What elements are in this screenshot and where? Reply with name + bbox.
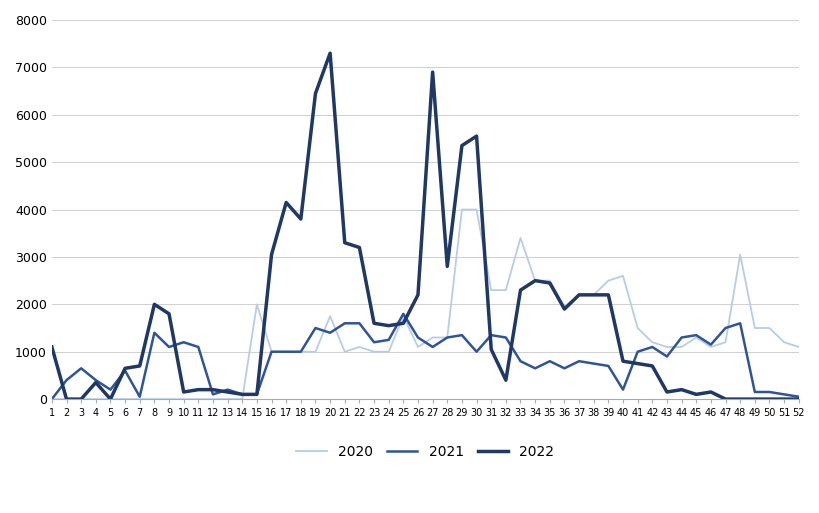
2022 (120, 365, 130, 371)
2021 (515, 358, 525, 364)
2022 (793, 396, 803, 402)
2021 (106, 387, 115, 393)
2021 (749, 389, 759, 395)
2020 (515, 235, 525, 241)
2022 (61, 396, 71, 402)
2022 (339, 240, 349, 246)
2020 (793, 344, 803, 350)
Line: 2022: 2022 (52, 53, 798, 399)
2020 (310, 349, 320, 355)
2021 (793, 393, 803, 400)
2022 (530, 278, 540, 284)
2021 (398, 311, 408, 317)
2020 (398, 313, 408, 319)
2020 (544, 278, 554, 284)
2022 (428, 69, 437, 75)
2020 (749, 325, 759, 331)
Line: 2020: 2020 (52, 209, 798, 399)
Legend: 2020, 2021, 2022: 2020, 2021, 2022 (291, 439, 559, 464)
2021 (544, 358, 554, 364)
2022 (325, 50, 335, 56)
2020 (106, 396, 115, 402)
2022 (559, 306, 568, 312)
2022 (47, 344, 57, 350)
2021 (310, 325, 320, 331)
2020 (47, 396, 57, 402)
2020 (456, 206, 466, 212)
Line: 2021: 2021 (52, 314, 798, 399)
2022 (471, 133, 481, 139)
2021 (47, 396, 57, 402)
2021 (413, 334, 423, 341)
